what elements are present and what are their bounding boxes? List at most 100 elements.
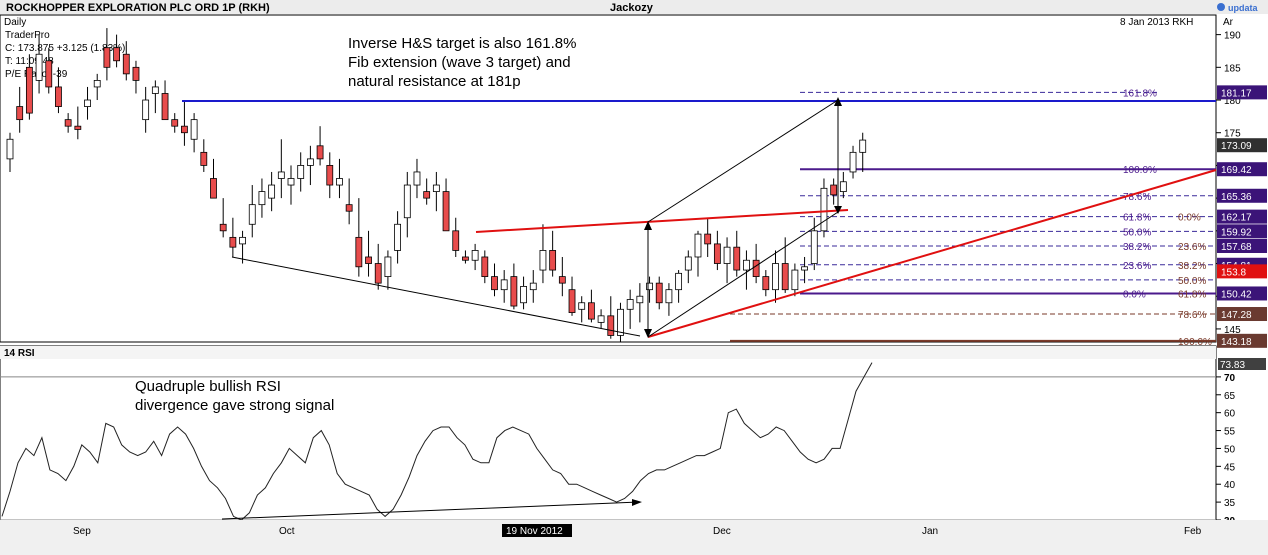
neckline [475,209,849,233]
candle-body [481,256,489,278]
rsi-divergence-line [221,501,641,520]
candle-body [200,151,208,166]
candle-body [413,171,421,186]
chart-title: ROCKHOPPER EXPLORATION PLC ORD 1P (RKH) [6,2,270,14]
candle-body [229,236,237,248]
axis-corner-label: Ar [1223,17,1234,28]
candle-body [35,53,43,81]
candle-body [64,119,72,127]
price-badge [1217,307,1267,322]
month-label-feb: Feb [1184,526,1202,537]
candle-body [442,191,450,232]
candle-body [16,106,24,121]
candle-body [384,256,392,278]
price-badge-label: 173.09 [1221,141,1252,152]
candle-body [374,263,382,284]
rsi-tick-label: 45 [1224,462,1236,473]
price-tick-label: 180 [1224,96,1241,107]
arrowhead-up [644,221,652,230]
price-badge [1217,209,1267,224]
candle-body [781,263,789,291]
candle-body [520,286,527,304]
month-label-sep: Sep [73,526,91,537]
candle-body [646,282,653,291]
candle-body [190,119,198,140]
candle-body [316,145,324,160]
candle-body [74,125,82,130]
candle-body [723,246,731,264]
candle-body [588,302,595,320]
fib-label-secondary: 38.2% [1178,261,1206,272]
candle-body [791,269,799,291]
price-badge [1217,224,1267,239]
price-tick-label: 145 [1224,325,1241,336]
candle-body [704,233,712,245]
candle-body [432,184,440,192]
candle-body [733,246,741,271]
price-badge [1217,138,1267,153]
price-badge-label: 165.36 [1221,192,1252,203]
annotation-target-3: natural resistance at 181p [348,73,521,90]
rsi-tick-label: 65 [1224,391,1236,402]
fib-label-secondary: 0.0% [1178,213,1201,224]
projection-line-upper [647,99,839,223]
candle-body [849,151,857,173]
arrowhead-target [834,97,842,106]
candle-body [365,256,372,264]
fib-label: 0.0% [1123,289,1146,300]
annotation-target-2: Fib extension (wave 3 target) and [348,54,571,71]
uptrend-line [647,169,1217,338]
price-badge [1217,286,1267,301]
price-tick-label: 185 [1224,63,1241,74]
candle-body [462,256,469,261]
candle-body [549,250,557,271]
price-badge-label: 147.28 [1221,310,1252,321]
price-tick-label: 190 [1224,31,1241,42]
price-badge-label: 157.68 [1221,242,1252,253]
candle-body [219,223,227,232]
info-source: TraderPro [5,30,50,41]
candle-body [297,165,305,179]
candle-body [558,276,566,284]
candle-body [239,236,246,245]
candle-body [626,299,634,310]
fib-label-secondary: 23.6% [1178,242,1206,253]
month-label-dec: Dec [713,526,731,537]
fib-label: 50.0% [1123,227,1151,238]
candle-body [752,259,760,278]
price-badge [1217,188,1267,203]
candle-body [684,256,692,271]
candle-body [345,204,353,212]
candle-body [820,187,828,232]
updata-logo: updata [1217,3,1258,13]
candle-body [500,279,508,291]
candle-body [655,282,663,304]
price-tick-label: 175 [1224,129,1241,140]
price-badge [1217,85,1267,100]
candle-body [617,308,624,336]
candle-body [287,178,295,186]
candle-body [210,178,217,199]
fib-label-secondary: 78.6% [1178,310,1206,321]
candle-body [268,184,276,199]
fib-label-secondary: 100.0% [1178,337,1212,348]
projection-line-lower [647,211,839,338]
price-panel [0,14,1217,343]
candle-body [113,47,120,62]
price-badge [1217,333,1267,348]
price-badge-label: 153.8 [1221,267,1246,278]
candle-body [84,99,91,107]
fib-label: 38.2% [1123,242,1151,253]
candle-body [336,178,343,186]
candle-body [45,60,53,88]
month-label-oct: Oct [279,526,295,537]
candle-body [103,47,111,68]
price-badge [1217,162,1267,177]
price-badge [1217,238,1267,253]
candle-body [830,184,838,196]
date-code-label: 8 Jan 2013 RKH [1120,17,1193,28]
fib-label: 61.8% [1123,213,1151,224]
candle-body [859,139,867,153]
candle-body [529,282,537,291]
